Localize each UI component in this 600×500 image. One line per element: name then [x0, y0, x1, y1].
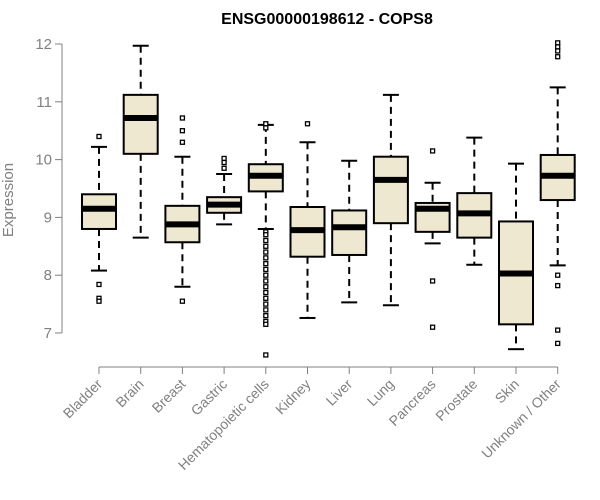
- outlier-point: [304, 121, 311, 127]
- box-prostate: [456, 136, 493, 266]
- outlier-point: [429, 148, 436, 154]
- outlier-point: [263, 307, 269, 313]
- outlier-point: [179, 115, 186, 121]
- outlier-point: [263, 284, 269, 290]
- y-tick-label: 12: [35, 36, 52, 53]
- outlier-point: [429, 324, 436, 330]
- outlier-point: [555, 48, 561, 54]
- iqr-box: [372, 155, 409, 225]
- box-bladder: [81, 133, 117, 304]
- outlier-point: [555, 340, 561, 347]
- y-tick-label: 10: [35, 152, 52, 169]
- outlier-point: [221, 159, 227, 166]
- outlier-point: [263, 255, 269, 261]
- box-breast: [164, 115, 201, 304]
- outlier-point: [555, 54, 561, 60]
- outlier-point: [263, 295, 269, 301]
- outlier-point: [263, 243, 269, 249]
- outlier-point: [263, 249, 269, 255]
- outlier-point: [263, 272, 269, 278]
- outlier-point: [263, 321, 269, 327]
- outlier-point: [263, 260, 269, 267]
- iqr-box: [122, 93, 159, 155]
- y-tick-label: 8: [44, 267, 52, 284]
- outlier-point: [96, 281, 102, 288]
- x-tick-label: Skin: [492, 376, 523, 407]
- x-tick-label: Brain: [112, 376, 146, 410]
- box-liver: [331, 159, 368, 304]
- x-tick-label: Liver: [323, 376, 356, 409]
- y-tick-label: 7: [44, 325, 52, 342]
- outlier-point: [263, 278, 269, 284]
- box-kidney: [289, 121, 326, 319]
- box-pancreas: [414, 148, 451, 330]
- outlier-point: [555, 282, 561, 289]
- x-tick-label: Lung: [364, 376, 397, 409]
- box-gastric: [206, 155, 243, 226]
- outlier-point: [179, 139, 186, 145]
- outlier-point: [263, 313, 269, 319]
- x-tick-label: Kidney: [272, 376, 314, 418]
- y-tick-label: 9: [44, 209, 52, 226]
- x-tick-label: Unknown / Other: [478, 376, 564, 462]
- x-tick-label: Breast: [149, 376, 189, 416]
- outlier-point: [555, 327, 561, 333]
- outlier-point: [96, 133, 102, 140]
- outlier-point: [263, 266, 269, 273]
- outlier-point: [429, 278, 436, 284]
- y-axis: 7 8 9 10 11 12: [35, 36, 63, 342]
- outlier-point: [263, 232, 269, 238]
- x-tick-label: Bladder: [60, 376, 106, 422]
- outlier-point: [555, 272, 561, 278]
- outlier-point: [179, 128, 186, 134]
- outlier-point: [263, 237, 269, 244]
- y-tick-label: 11: [36, 94, 52, 111]
- outlier-point: [96, 298, 102, 304]
- outlier-point: [263, 125, 269, 131]
- y-axis-label: Expression: [0, 163, 17, 237]
- outlier-point: [263, 289, 269, 296]
- chart-title: ENSG00000198612 - COPS8: [221, 11, 433, 28]
- box-skin: [498, 162, 534, 351]
- box-unknown-other: [539, 40, 576, 347]
- box-lung: [372, 93, 409, 307]
- boxes-group: [81, 40, 576, 358]
- x-tick-label: Prostate: [432, 376, 480, 424]
- outlier-point: [221, 165, 227, 171]
- outlier-point: [263, 352, 269, 358]
- outlier-point: [179, 298, 186, 304]
- box-hematopoietic-cells: [247, 121, 284, 358]
- outlier-point: [263, 301, 269, 307]
- box-brain: [122, 44, 159, 239]
- iqr-box: [331, 209, 368, 256]
